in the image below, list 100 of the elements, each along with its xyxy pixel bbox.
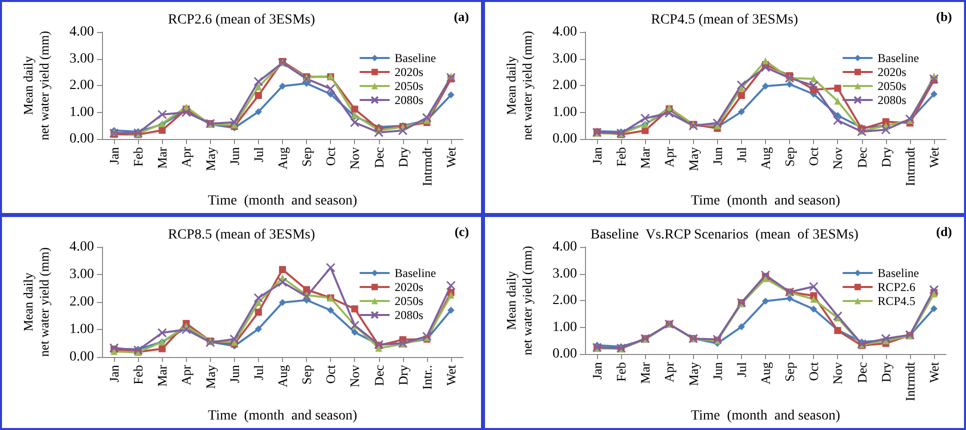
point xyxy=(327,90,334,98)
y-axis-title: Mean daily net water yield (mm) xyxy=(504,246,534,356)
text: (b) xyxy=(936,9,952,24)
x-tick-label: Intrmdt xyxy=(902,146,918,186)
point xyxy=(762,82,769,90)
x-axis-title: Time (month and season) xyxy=(208,194,358,208)
point xyxy=(279,266,286,274)
x-tick-label: Aug xyxy=(758,362,773,384)
x-tick-label: Wet xyxy=(443,364,458,386)
x-tick-label: Apr xyxy=(178,364,194,386)
point xyxy=(929,74,939,84)
point xyxy=(810,306,818,313)
x-tick-label: Dec xyxy=(854,146,870,168)
point xyxy=(760,270,770,280)
legend-label: 2020s xyxy=(394,65,424,79)
legend-label: RCP2.6 xyxy=(878,280,916,294)
point xyxy=(640,113,650,123)
text: (c) xyxy=(454,224,470,239)
legend-label: Baseline xyxy=(394,51,436,65)
point xyxy=(254,308,262,316)
legend-label: 2050s xyxy=(394,294,424,308)
point xyxy=(230,117,240,127)
legend-label: 2080s xyxy=(878,93,907,107)
point xyxy=(398,126,408,136)
point xyxy=(808,80,818,90)
point xyxy=(762,298,769,305)
x-tick-label: Oct xyxy=(323,364,338,384)
chart-title: RCP8.5 (mean of 3ESMs) xyxy=(168,228,316,242)
x-tick-label: Mar xyxy=(638,146,653,169)
point xyxy=(447,91,454,98)
x-tick-label: Mar xyxy=(154,364,170,387)
point xyxy=(326,262,336,272)
point xyxy=(881,334,891,344)
point xyxy=(834,98,842,105)
legend-label: 2050s xyxy=(394,79,424,93)
point xyxy=(736,80,746,90)
x-tick-label: Jun xyxy=(710,362,725,380)
x-tick-label: Sep xyxy=(299,365,314,384)
y-axis-title: Mean daily net water yield (mm) xyxy=(20,30,52,140)
point xyxy=(157,328,167,338)
x-tick-label: Dec xyxy=(371,364,386,386)
point xyxy=(254,92,262,99)
x-tick-label: Wet xyxy=(926,146,942,168)
x-axis-title: Time (month and season) xyxy=(208,408,358,424)
x-axis-title: Time (month and season) xyxy=(690,194,840,208)
point xyxy=(930,90,938,98)
x-tick-label: Sep xyxy=(299,147,314,167)
point xyxy=(158,345,166,352)
x-tick-label: Jul xyxy=(250,146,266,162)
y-tick-label: 3.00 xyxy=(70,51,94,66)
x-tick-label: Jul xyxy=(734,146,749,162)
x-tick-label: Feb xyxy=(614,362,629,382)
y-tick-label: 4.00 xyxy=(552,24,577,40)
x-tick-label: Dec xyxy=(371,146,386,168)
y-tick-label: 0.00 xyxy=(70,350,94,364)
point xyxy=(422,332,432,342)
x-tick-label: Sep xyxy=(782,147,798,167)
y-tick-label: 2.00 xyxy=(552,293,577,308)
x-tick-label: Dry xyxy=(395,364,410,386)
x-tick-label: Intrmdt xyxy=(419,146,434,186)
x-tick-label: Oct xyxy=(323,146,338,166)
y-tick-label: 1.00 xyxy=(70,104,94,120)
point xyxy=(446,72,456,82)
y-axis-title: Mean daily net water yield (mm) xyxy=(504,30,534,140)
x-tick-label: Intr.. xyxy=(419,365,434,390)
y-tick-label: 1.00 xyxy=(552,320,577,335)
x-tick-label: Aug xyxy=(275,364,290,388)
point xyxy=(279,82,286,90)
x-tick-label: Intrmdt xyxy=(902,362,918,402)
x-tick-label: Jul xyxy=(250,364,266,380)
point xyxy=(230,334,240,344)
point xyxy=(446,280,456,290)
point xyxy=(664,108,674,118)
y-axis-title: Mean daily net water yield (mm) xyxy=(20,247,52,357)
legend-label: 2080s xyxy=(394,308,424,322)
point xyxy=(254,293,264,303)
x-tick-label: Aug xyxy=(275,146,290,170)
y-tick-label: 1.00 xyxy=(70,322,94,337)
chart-title: Baseline Vs.RCP Scenarios (mean of 3ESMs) xyxy=(590,228,859,242)
y-tick-label: 0.00 xyxy=(552,346,577,362)
point xyxy=(254,108,262,116)
x-axis-title: Time (month and season) xyxy=(690,408,840,424)
x-tick-label: Apr xyxy=(662,146,677,168)
x-tick-label: Jan xyxy=(106,364,122,382)
y-tick-label: 0.00 xyxy=(70,132,94,147)
point xyxy=(810,296,818,303)
point xyxy=(327,306,334,314)
legend-label: Baseline xyxy=(878,51,920,65)
x-tick-label: Jun xyxy=(226,364,242,384)
legend-label: 2050s xyxy=(878,79,907,93)
text: (d) xyxy=(936,224,952,239)
x-tick-label: May xyxy=(202,364,218,389)
legend-label: 2020s xyxy=(878,65,907,79)
y-tick-label: 4.00 xyxy=(70,24,94,40)
point xyxy=(279,299,286,306)
x-tick-label: Wet xyxy=(926,362,942,383)
x-tick-label: Oct xyxy=(806,146,822,166)
y-tick-label: 0.00 xyxy=(552,132,577,147)
x-tick-label: Dec xyxy=(854,362,870,384)
x-tick-label: Feb xyxy=(130,365,146,384)
